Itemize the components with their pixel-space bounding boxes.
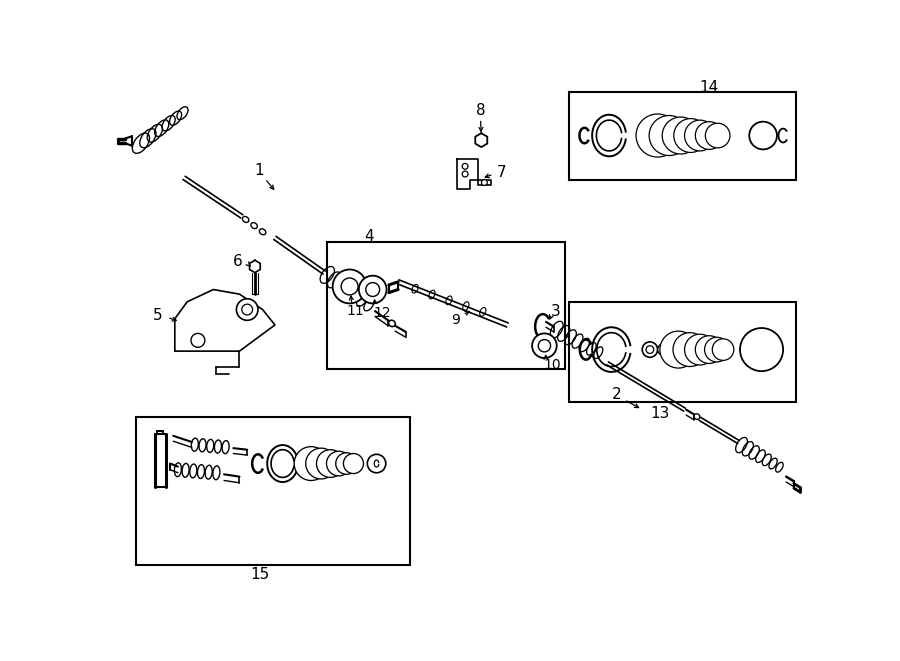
Circle shape: [740, 328, 783, 371]
Circle shape: [685, 334, 716, 365]
Circle shape: [705, 337, 729, 362]
Text: 9: 9: [451, 313, 460, 327]
Polygon shape: [175, 290, 274, 351]
Circle shape: [649, 116, 689, 155]
Text: 7: 7: [497, 165, 506, 180]
Circle shape: [662, 117, 699, 154]
Circle shape: [532, 333, 557, 358]
Circle shape: [696, 122, 723, 149]
Polygon shape: [457, 159, 490, 190]
Circle shape: [482, 180, 487, 186]
Bar: [569, 302, 796, 402]
Circle shape: [327, 451, 351, 476]
Circle shape: [696, 336, 723, 364]
Text: 15: 15: [250, 567, 269, 582]
Circle shape: [294, 447, 328, 481]
Bar: [136, 417, 410, 565]
Circle shape: [463, 171, 468, 177]
Circle shape: [660, 331, 697, 368]
Text: 4: 4: [364, 229, 374, 244]
Text: 3: 3: [550, 303, 560, 319]
Circle shape: [367, 454, 386, 473]
Circle shape: [643, 342, 658, 358]
Circle shape: [712, 339, 733, 360]
Circle shape: [317, 449, 344, 477]
Text: 14: 14: [699, 80, 719, 95]
Text: 11: 11: [346, 304, 364, 318]
Bar: [569, 92, 796, 180]
Text: 1: 1: [255, 163, 265, 178]
Circle shape: [674, 118, 707, 153]
Text: 6: 6: [233, 254, 243, 269]
Circle shape: [706, 123, 730, 148]
Circle shape: [636, 114, 680, 157]
Circle shape: [237, 299, 258, 321]
Text: 2: 2: [612, 387, 622, 402]
Text: 12: 12: [374, 305, 392, 320]
Bar: [327, 242, 565, 369]
Text: 10: 10: [544, 358, 561, 372]
Circle shape: [191, 333, 205, 347]
Text: 5: 5: [153, 308, 163, 323]
Circle shape: [463, 163, 468, 169]
Circle shape: [673, 332, 707, 367]
Circle shape: [685, 120, 716, 151]
Circle shape: [336, 453, 357, 475]
Text: 8: 8: [476, 103, 486, 118]
Circle shape: [333, 270, 366, 303]
Circle shape: [344, 453, 364, 473]
Circle shape: [306, 448, 337, 479]
Circle shape: [749, 122, 777, 149]
Text: 13: 13: [650, 406, 670, 421]
Circle shape: [658, 344, 669, 355]
Circle shape: [359, 276, 387, 303]
